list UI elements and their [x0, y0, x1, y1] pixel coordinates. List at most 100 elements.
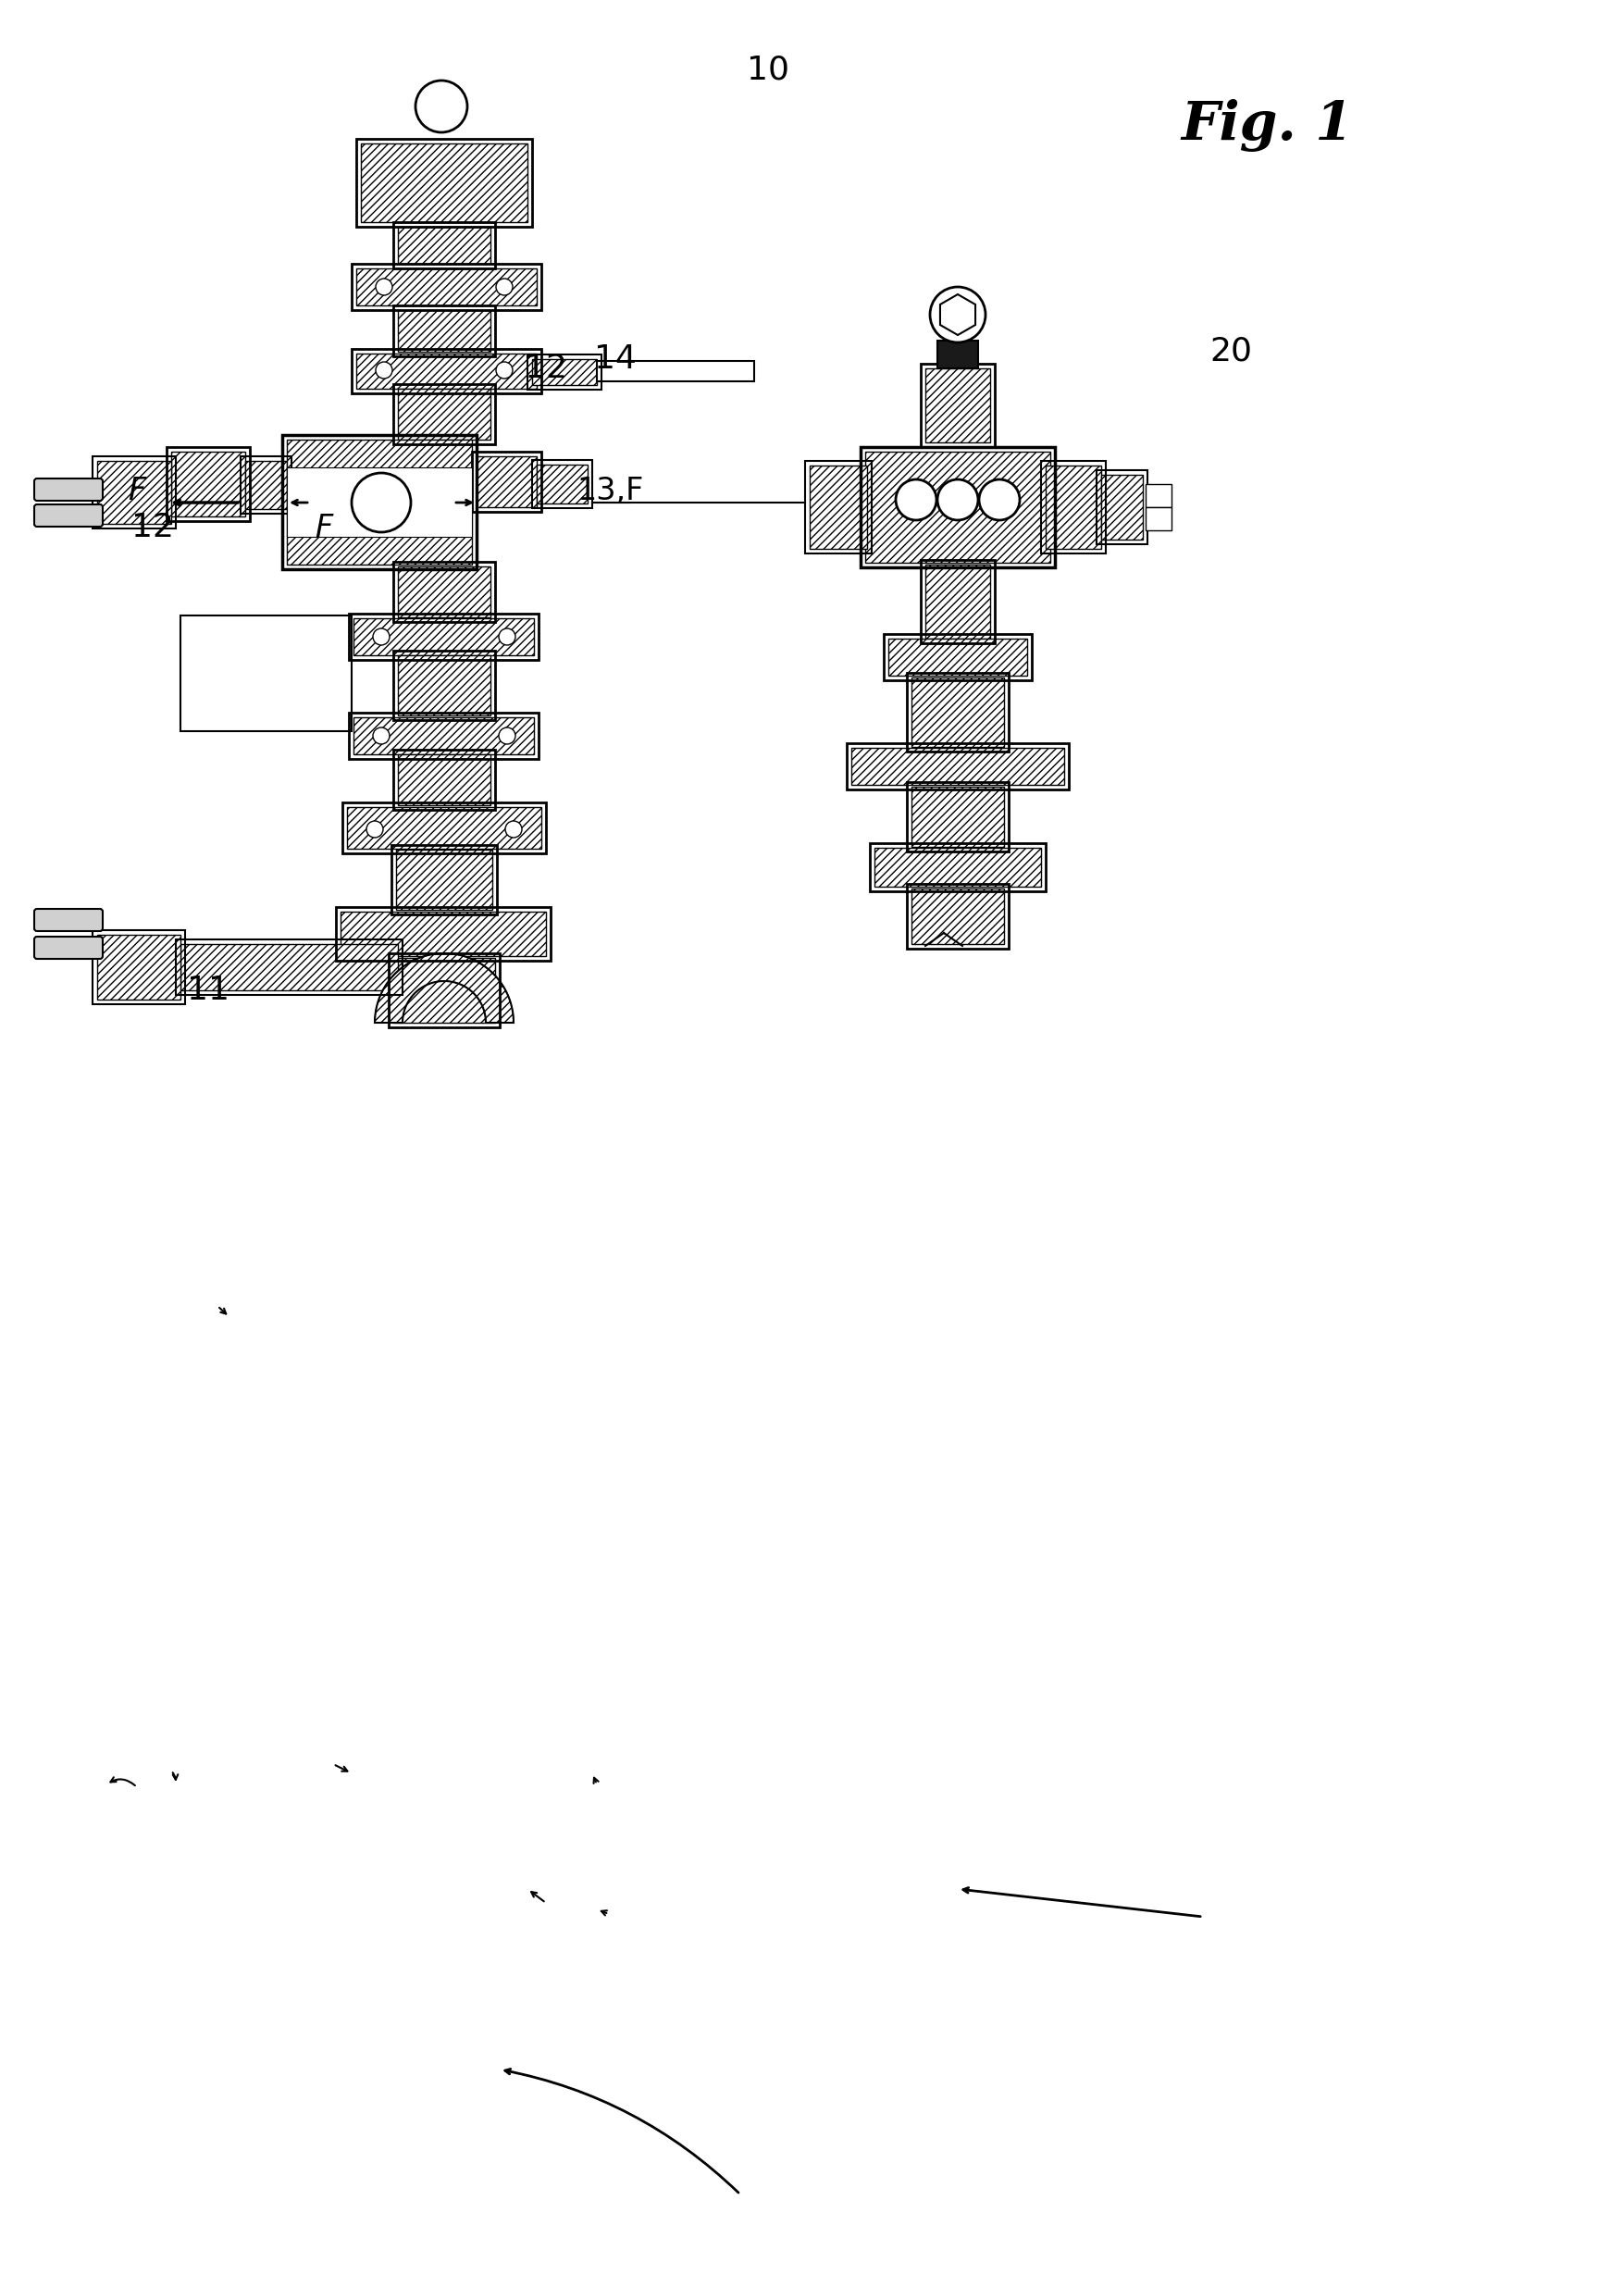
Text: F: F [128, 476, 146, 505]
Bar [874, 848, 1041, 887]
Bar [352, 350, 541, 393]
Circle shape [374, 727, 390, 743]
Bar [1145, 485, 1171, 508]
Bar [393, 306, 495, 357]
Text: 12: 12 [132, 512, 174, 544]
FancyBboxPatch shape [34, 505, 102, 526]
Bar [1096, 471, 1148, 544]
Bar [167, 446, 250, 521]
Bar [888, 638, 1026, 675]
Bar [473, 451, 541, 512]
Text: 11: 11 [187, 974, 229, 1006]
Polygon shape [375, 954, 513, 1022]
Bar [846, 743, 1069, 789]
Bar [810, 467, 867, 549]
Bar [171, 451, 245, 517]
Bar [349, 613, 539, 661]
Bar [533, 359, 598, 384]
Circle shape [979, 480, 1020, 519]
Bar [906, 782, 1009, 851]
Bar [851, 748, 1064, 784]
Text: Fig. 1: Fig. 1 [1181, 98, 1353, 153]
Circle shape [931, 286, 986, 343]
Bar [356, 354, 536, 389]
Bar [921, 364, 996, 446]
Bar [287, 467, 473, 537]
Bar [393, 222, 495, 268]
Bar [348, 807, 541, 848]
Bar [911, 787, 1004, 846]
Bar [356, 140, 533, 226]
Bar [398, 755, 490, 805]
FancyBboxPatch shape [34, 908, 102, 931]
Bar [883, 633, 1031, 679]
Circle shape [495, 279, 513, 295]
Bar [870, 844, 1046, 892]
Circle shape [505, 821, 521, 837]
Bar [354, 718, 534, 755]
Bar [343, 803, 546, 853]
Bar [336, 908, 551, 961]
Bar [476, 457, 536, 508]
Bar [352, 263, 541, 311]
Bar [398, 226, 490, 263]
Bar [598, 361, 754, 382]
Text: 20: 20 [1210, 336, 1252, 368]
Bar [921, 560, 996, 643]
Bar [398, 311, 490, 352]
Bar [356, 268, 536, 306]
Bar [93, 457, 175, 528]
Bar [388, 954, 500, 1027]
Polygon shape [940, 295, 976, 334]
Bar [354, 617, 534, 656]
Bar [536, 464, 588, 503]
Circle shape [495, 361, 513, 380]
Bar [911, 890, 1004, 945]
Bar [361, 144, 528, 222]
Circle shape [499, 629, 515, 645]
Bar [175, 940, 403, 995]
Bar [911, 677, 1004, 748]
Bar [1101, 476, 1143, 540]
Bar [866, 451, 1051, 563]
Bar [533, 460, 593, 508]
Bar [926, 565, 991, 638]
Circle shape [896, 480, 937, 519]
Circle shape [937, 480, 978, 519]
Bar [341, 913, 546, 956]
Circle shape [374, 629, 390, 645]
Circle shape [375, 279, 393, 295]
Bar [393, 384, 495, 444]
Bar [1145, 508, 1171, 531]
Bar [93, 931, 185, 1004]
Bar [245, 462, 287, 510]
Circle shape [375, 361, 393, 380]
Circle shape [352, 473, 411, 533]
Text: 10: 10 [747, 53, 789, 85]
Bar [393, 563, 495, 622]
Bar [240, 457, 291, 515]
Bar [906, 672, 1009, 752]
Text: F: F [315, 512, 333, 542]
Bar [393, 958, 495, 1022]
Bar [287, 439, 473, 565]
Bar [180, 945, 398, 990]
Bar [1041, 462, 1106, 553]
Bar [396, 851, 492, 910]
Bar [97, 935, 180, 999]
Bar [861, 446, 1056, 567]
Bar [528, 354, 601, 389]
Bar [180, 615, 352, 732]
Circle shape [416, 80, 468, 133]
FancyBboxPatch shape [34, 478, 102, 501]
Circle shape [499, 727, 515, 743]
Bar [393, 750, 495, 810]
Text: 12: 12 [525, 352, 567, 384]
Bar [283, 435, 476, 569]
Bar [1046, 467, 1101, 549]
Bar [393, 652, 495, 720]
Text: 13,F: 13,F [577, 476, 645, 505]
Bar [926, 368, 991, 441]
Bar [391, 844, 497, 915]
Bar [806, 462, 872, 553]
